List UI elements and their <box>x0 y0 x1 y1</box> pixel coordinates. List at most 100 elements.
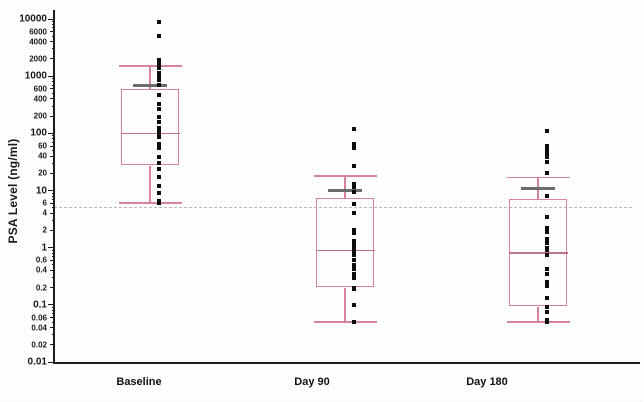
whisker-upper-stem <box>344 175 346 198</box>
whisker-lower-stem <box>344 287 346 323</box>
data-point <box>157 78 161 83</box>
data-point <box>352 210 356 215</box>
data-point <box>352 275 356 280</box>
data-point <box>157 161 161 166</box>
y-tick-label: 10 <box>35 185 47 196</box>
data-point <box>352 249 356 254</box>
data-point <box>352 258 356 263</box>
y-tick-mark <box>50 327 54 329</box>
data-point <box>352 190 356 195</box>
data-point <box>352 267 356 272</box>
data-point <box>545 229 549 234</box>
y-tick-mark <box>50 41 54 43</box>
whisker-upper-cap <box>506 176 570 179</box>
y-tick-mark <box>50 317 54 319</box>
data-point <box>157 115 161 120</box>
mean-line <box>328 189 362 192</box>
data-point <box>157 58 161 63</box>
median-line <box>120 132 180 135</box>
y-tick-label: 600 <box>33 84 47 94</box>
data-point <box>545 296 549 301</box>
data-point <box>157 201 161 206</box>
data-point <box>545 248 549 253</box>
data-point <box>545 320 549 325</box>
data-point <box>545 237 549 242</box>
data-point <box>545 155 549 160</box>
data-point <box>545 266 549 271</box>
data-point <box>545 309 549 314</box>
whisker-lower-stem <box>537 307 539 323</box>
y-tick-label: 0.6 <box>35 255 47 265</box>
y-tick-mark <box>48 304 54 306</box>
y-tick-label: 0.02 <box>31 340 47 350</box>
data-point <box>352 302 356 307</box>
data-point <box>157 155 161 160</box>
data-point <box>352 286 356 291</box>
y-tick-mark <box>48 361 54 363</box>
data-point <box>545 245 549 250</box>
y-tick-mark <box>50 172 54 174</box>
data-point <box>157 74 161 79</box>
data-point <box>157 175 161 180</box>
y-tick-mark <box>48 247 54 249</box>
y-tick-label: 6000 <box>29 27 47 37</box>
y-tick-mark <box>50 145 54 147</box>
y-tick-label: 1 <box>41 242 47 254</box>
data-point <box>157 131 161 136</box>
data-point <box>352 228 356 233</box>
data-point <box>352 142 356 147</box>
data-point <box>545 171 549 176</box>
x-tick-label-day180: Day 180 <box>466 376 508 388</box>
data-point <box>545 272 549 277</box>
y-tick-label: 20 <box>38 168 47 178</box>
data-point <box>157 92 161 97</box>
data-point <box>545 160 549 165</box>
y-axis-title: PSA Level (ng/ml) <box>6 138 20 244</box>
y-tick-mark <box>50 115 54 117</box>
data-point <box>157 83 161 88</box>
data-point <box>545 147 549 152</box>
data-point <box>352 262 356 267</box>
y-tick-label: 0.1 <box>33 299 47 311</box>
mean-line <box>521 186 555 190</box>
mean-line <box>133 83 167 87</box>
y-tick-label: 200 <box>33 111 47 121</box>
data-point <box>352 271 356 276</box>
whisker-upper-cap <box>118 65 182 67</box>
y-axis-line <box>53 10 55 364</box>
reference-line <box>54 207 632 209</box>
y-tick-mark <box>48 18 54 20</box>
y-tick-mark <box>50 344 54 346</box>
y-tick-mark <box>50 202 54 204</box>
data-point <box>545 241 549 246</box>
data-point <box>157 19 161 24</box>
data-point <box>352 320 356 325</box>
data-point <box>157 127 161 132</box>
data-point <box>545 305 549 310</box>
y-tick-mark <box>50 269 54 271</box>
data-point <box>157 62 161 67</box>
y-tick-label: 100 <box>30 127 47 139</box>
data-point <box>352 146 356 151</box>
x-axis-line <box>53 362 640 364</box>
data-point <box>545 280 549 285</box>
y-tick-label: 0.4 <box>35 265 47 275</box>
median-line <box>508 252 568 254</box>
y-tick-mark <box>48 132 54 134</box>
y-tick-label: 6 <box>42 198 47 208</box>
data-point <box>545 194 549 199</box>
box-iqr <box>315 197 374 287</box>
y-tick-mark <box>50 287 54 289</box>
y-tick-label: 4 <box>42 208 47 218</box>
y-tick-label: 60 <box>38 141 47 151</box>
data-point <box>545 214 549 219</box>
data-point <box>157 166 161 171</box>
data-point <box>157 101 161 106</box>
y-tick-label: 0.04 <box>31 323 47 333</box>
y-tick-label: 40 <box>38 151 47 161</box>
data-point <box>545 317 549 322</box>
data-point <box>157 191 161 196</box>
data-point <box>545 144 549 149</box>
y-tick-label: 1000 <box>24 70 47 82</box>
